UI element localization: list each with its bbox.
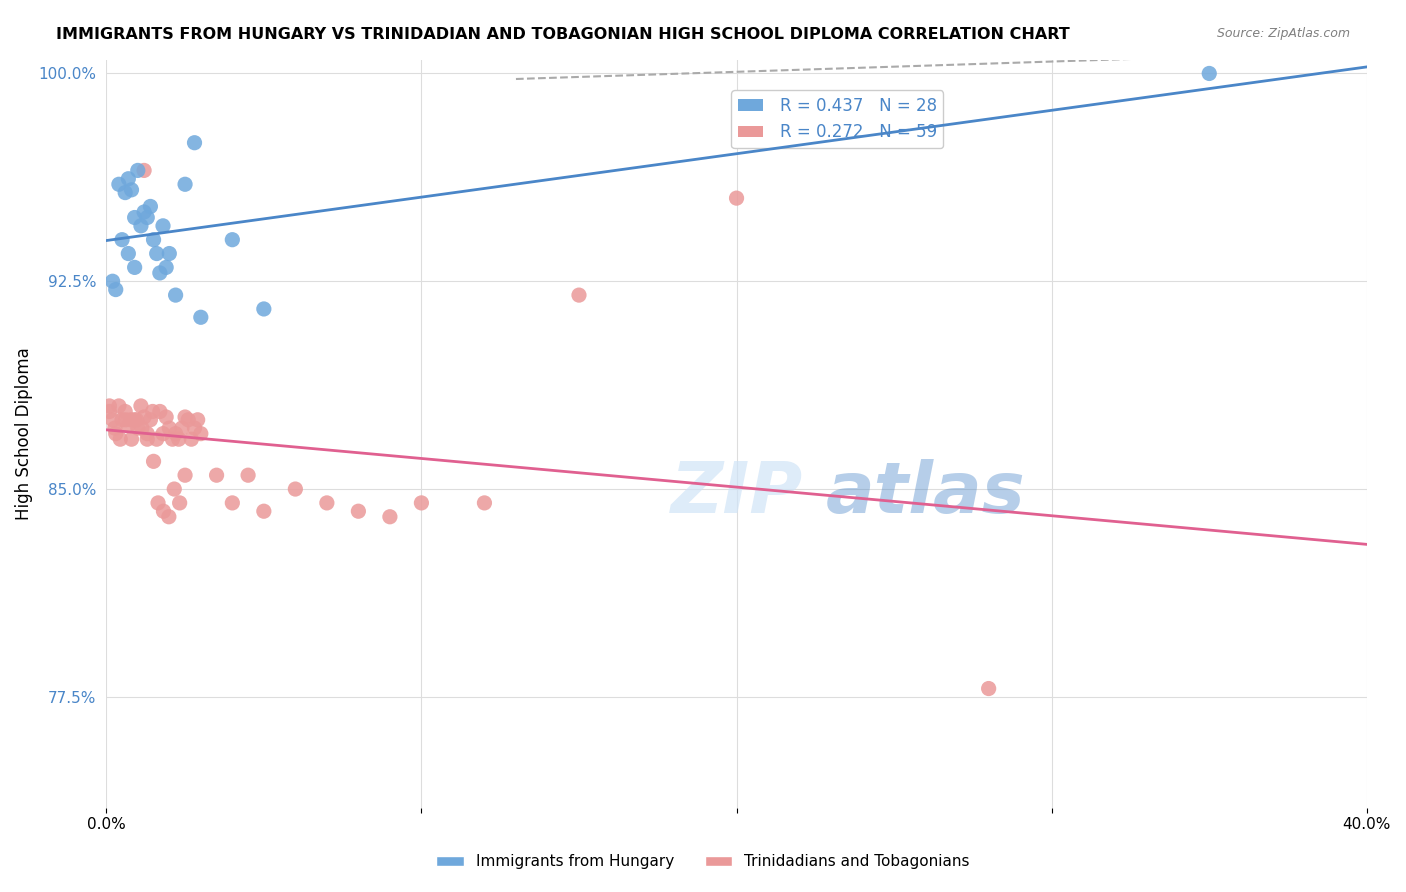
Point — [132, 163, 155, 178]
Text: Source: ZipAtlas.com: Source: ZipAtlas.com — [1216, 27, 1350, 40]
Point — [104, 283, 127, 297]
Point — [132, 205, 155, 219]
Point — [114, 186, 136, 200]
Point — [169, 496, 191, 510]
Point — [174, 468, 197, 483]
Point — [120, 413, 142, 427]
Point — [152, 504, 174, 518]
Point — [139, 199, 162, 213]
Point — [98, 399, 121, 413]
Point — [180, 432, 202, 446]
Point — [165, 288, 187, 302]
Legend: Immigrants from Hungary, Trinidadians and Tobagonians: Immigrants from Hungary, Trinidadians an… — [430, 848, 976, 875]
Point — [108, 399, 131, 413]
Point — [129, 219, 152, 233]
Point — [174, 410, 197, 425]
Point — [155, 260, 177, 275]
Point — [145, 246, 167, 260]
Point — [725, 191, 748, 205]
Point — [132, 410, 155, 425]
Point — [127, 421, 149, 435]
Y-axis label: High School Diploma: High School Diploma — [15, 347, 32, 520]
Point — [152, 426, 174, 441]
Point — [157, 509, 180, 524]
Point — [253, 504, 276, 518]
Point — [111, 413, 134, 427]
Point — [155, 410, 177, 425]
Point — [136, 211, 159, 225]
Point — [142, 233, 165, 247]
Point — [221, 233, 243, 247]
Point — [183, 136, 205, 150]
Point — [145, 432, 167, 446]
Point — [190, 310, 212, 325]
Point — [183, 421, 205, 435]
Point — [253, 301, 276, 316]
Point — [347, 504, 370, 518]
Point — [315, 496, 337, 510]
Point — [378, 509, 401, 524]
Point — [221, 496, 243, 510]
Point — [157, 421, 180, 435]
Point — [124, 260, 146, 275]
Point — [98, 404, 121, 418]
Point — [124, 211, 146, 225]
Point — [121, 183, 143, 197]
Point — [170, 421, 193, 435]
Point — [174, 178, 197, 192]
Point — [127, 163, 149, 178]
Point — [568, 288, 591, 302]
Point — [205, 468, 228, 483]
Point — [136, 426, 159, 441]
Point — [157, 246, 180, 260]
Point — [1198, 66, 1220, 80]
Point — [125, 413, 148, 427]
Point — [411, 496, 433, 510]
Point — [149, 266, 172, 280]
Point — [190, 426, 212, 441]
Point — [142, 454, 165, 468]
Point — [167, 432, 190, 446]
Point — [474, 496, 496, 510]
Point — [139, 413, 162, 427]
Point — [146, 496, 169, 510]
Point — [121, 432, 143, 446]
Point — [124, 413, 146, 427]
Point — [152, 219, 174, 233]
Point — [142, 404, 165, 418]
Text: atlas: atlas — [825, 459, 1025, 528]
Point — [104, 426, 127, 441]
Point — [108, 178, 131, 192]
Point — [114, 404, 136, 418]
Point — [977, 681, 1000, 696]
Point — [114, 413, 136, 427]
Point — [162, 432, 184, 446]
Point — [187, 413, 209, 427]
Point — [117, 171, 139, 186]
Point — [165, 426, 187, 441]
Point — [149, 404, 172, 418]
Legend: R = 0.437   N = 28, R = 0.272   N = 59: R = 0.437 N = 28, R = 0.272 N = 59 — [731, 90, 943, 148]
Point — [136, 432, 159, 446]
Point — [129, 399, 152, 413]
Point — [104, 421, 127, 435]
Point — [131, 421, 153, 435]
Text: IMMIGRANTS FROM HUNGARY VS TRINIDADIAN AND TOBAGONIAN HIGH SCHOOL DIPLOMA CORREL: IMMIGRANTS FROM HUNGARY VS TRINIDADIAN A… — [56, 27, 1070, 42]
Point — [111, 233, 134, 247]
Point — [117, 418, 139, 433]
Point — [101, 413, 124, 427]
Point — [117, 246, 139, 260]
Text: ZIP: ZIP — [671, 459, 803, 528]
Point — [236, 468, 259, 483]
Point — [177, 413, 200, 427]
Point — [110, 432, 132, 446]
Point — [284, 482, 307, 496]
Point — [101, 274, 124, 288]
Point — [163, 482, 186, 496]
